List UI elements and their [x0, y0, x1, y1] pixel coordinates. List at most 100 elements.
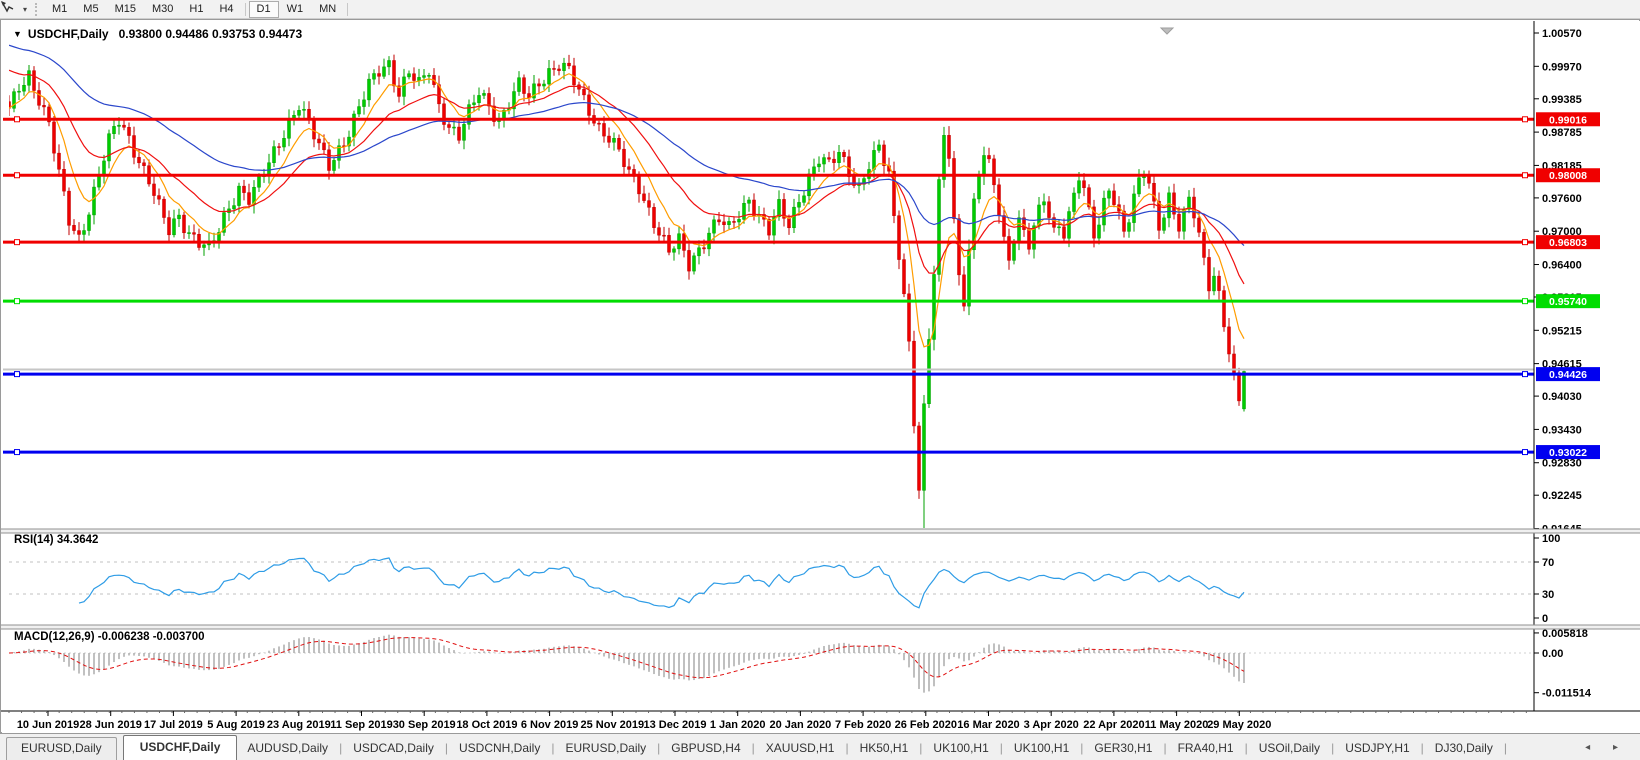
price-tick-label: 0.96400 — [1542, 260, 1582, 272]
candle-body — [32, 70, 36, 91]
candle-body — [522, 77, 526, 94]
tab-USDJPY-H1[interactable]: USDJPY,H1 — [1345, 741, 1410, 755]
line-handle[interactable] — [1522, 449, 1528, 456]
timeframe-button-D1[interactable]: D1 — [248, 0, 279, 18]
tab-separator: | — [1331, 741, 1335, 755]
tab-USDCNH-Daily[interactable]: USDCNH,Daily — [459, 741, 541, 755]
candle-body — [1222, 290, 1226, 328]
candle-body — [1172, 192, 1176, 215]
price-tick-label: 0.93430 — [1542, 424, 1582, 436]
tab-DJ30-Daily[interactable]: DJ30,Daily — [1434, 741, 1493, 755]
price-line-label-text: 0.95740 — [1549, 296, 1587, 308]
candle-body — [892, 170, 896, 216]
candle-body — [367, 78, 371, 101]
candle-body — [347, 136, 351, 147]
tab-AUDUSD-Daily[interactable]: AUDUSD,Daily — [247, 741, 329, 755]
line-handle[interactable] — [1522, 371, 1528, 378]
candle-body — [1017, 217, 1021, 243]
candle-body — [162, 198, 166, 218]
candle-body — [1122, 210, 1126, 232]
candle-body — [1242, 371, 1246, 410]
tab-USDCAD-Daily[interactable]: USDCAD,Daily — [353, 741, 434, 755]
timeframe-button-M15[interactable]: M15 — [114, 2, 136, 15]
price-line-label-text: 0.94426 — [1549, 369, 1587, 381]
candle-body — [717, 219, 721, 223]
candle-body — [702, 247, 706, 250]
line-handle[interactable] — [14, 116, 20, 123]
candle-body — [102, 160, 106, 176]
candle-body — [897, 215, 901, 260]
line-handle[interactable] — [14, 449, 20, 456]
candle-body — [802, 195, 806, 203]
candle-body — [57, 152, 61, 170]
line-handle[interactable] — [1522, 172, 1528, 179]
candle-body — [272, 146, 276, 163]
candle-body — [1192, 196, 1196, 219]
tab-EURUSD-Daily[interactable]: EURUSD,Daily — [6, 737, 117, 760]
candle-body — [352, 113, 356, 138]
date-label: 3 Apr 2020 — [1024, 719, 1079, 731]
tab-USOil-Daily[interactable]: USOil,Daily — [1258, 741, 1321, 755]
line-handle[interactable] — [1522, 116, 1528, 123]
price-tick-label: 0.92830 — [1542, 458, 1582, 470]
candle-body — [657, 227, 661, 236]
candle-body — [587, 94, 591, 116]
line-handle[interactable] — [14, 239, 20, 246]
tab-EURUSD-Daily[interactable]: EURUSD,Daily — [565, 741, 647, 755]
tab-scroll-arrows[interactable]: ◂ ▸ — [1585, 742, 1628, 753]
timeframe-button-H4[interactable]: H4 — [219, 2, 234, 15]
macd-indicator-label: MACD(12,26,9) -0.006238 -0.003700 — [14, 631, 205, 643]
tab-USDCHF-Daily[interactable]: USDCHF,Daily — [122, 735, 238, 760]
line-handle[interactable] — [1522, 298, 1528, 305]
candle-body — [327, 149, 331, 171]
candle-body — [1082, 180, 1086, 188]
panel-separator — [1, 625, 1640, 629]
line-handle[interactable] — [14, 298, 20, 305]
tab-UK100-H1[interactable]: UK100,H1 — [933, 741, 989, 755]
rsi-indicator-label: RSI(14) 34.3642 — [14, 534, 99, 546]
candle-body — [1072, 192, 1076, 212]
tab-XAUUSD-H1[interactable]: XAUUSD,H1 — [765, 741, 835, 755]
line-handle[interactable] — [14, 172, 20, 179]
date-label: 11 May 2020 — [1145, 719, 1209, 731]
tool-dropdown-caret[interactable]: ▾ — [23, 4, 28, 14]
date-label: 29 May 2020 — [1207, 719, 1271, 731]
candle-body — [372, 73, 376, 80]
line-handle[interactable] — [1522, 239, 1528, 246]
candle-body — [1092, 206, 1096, 239]
tab-GER30-H1[interactable]: GER30,H1 — [1094, 741, 1153, 755]
timeframe-button-W1[interactable]: W1 — [286, 2, 304, 15]
tab-separator: | — [551, 741, 555, 755]
timeframe-button-M30[interactable]: M30 — [151, 2, 174, 15]
candle-body — [832, 158, 836, 163]
chart-window[interactable]: 1.00570 0.99970 0.99385 0.98785 0.98185 0.976… — [0, 19, 1640, 733]
candle-body — [142, 162, 146, 166]
timeframe-button-MN[interactable]: MN — [319, 2, 337, 15]
candle-body — [962, 274, 966, 307]
tab-UK100-H1[interactable]: UK100,H1 — [1013, 741, 1070, 755]
candle-body — [362, 99, 366, 107]
crosshair-cursor-icon[interactable] — [1, 1, 23, 17]
candle-body — [302, 108, 306, 111]
candle-body — [797, 202, 801, 208]
candle-body — [1227, 326, 1231, 355]
line-handle[interactable] — [14, 371, 20, 378]
candle-body — [582, 88, 586, 96]
tab-separator: | — [999, 741, 1003, 755]
timeframe-button-H1[interactable]: H1 — [189, 2, 204, 15]
date-label: 22 Apr 2020 — [1083, 719, 1144, 731]
candle-body — [452, 126, 456, 129]
price-chart-canvas[interactable]: 1.005700.999700.993850.987850.981850.976… — [1, 20, 1640, 734]
symbol-dropdown-caret[interactable]: ▼ — [13, 29, 22, 39]
timeframe-button-M1[interactable]: M1 — [52, 2, 68, 15]
candle-body — [697, 247, 701, 257]
tab-GBPUSD-H4[interactable]: GBPUSD,H4 — [671, 741, 741, 755]
tab-HK50-H1[interactable]: HK50,H1 — [859, 741, 909, 755]
candle-body — [122, 124, 126, 128]
candle-body — [1012, 241, 1016, 261]
price-tick-label: 0.94030 — [1542, 391, 1582, 403]
tab-FRA40-H1[interactable]: FRA40,H1 — [1177, 741, 1234, 755]
candle-body — [532, 83, 536, 99]
timeframe-button-M5[interactable]: M5 — [83, 2, 99, 15]
candle-body — [1137, 177, 1141, 195]
